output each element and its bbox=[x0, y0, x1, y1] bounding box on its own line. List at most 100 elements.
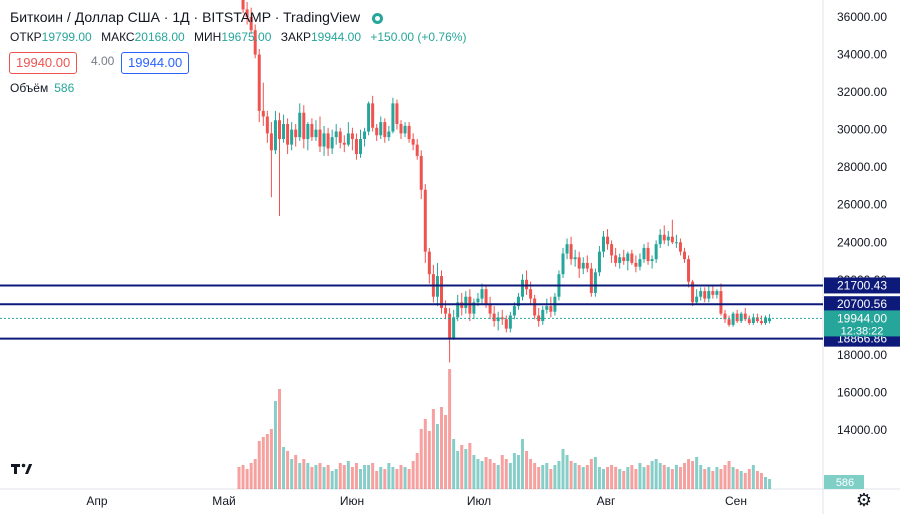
volume-bar bbox=[557, 461, 561, 489]
volume-bar bbox=[529, 459, 533, 489]
candle-body bbox=[253, 30, 257, 55]
close-label: ЗАКР bbox=[280, 30, 311, 44]
volume-bar bbox=[707, 467, 711, 489]
volume-bar bbox=[573, 463, 577, 489]
y-tick-label: 28000.00 bbox=[837, 160, 887, 174]
candle-body bbox=[703, 291, 707, 299]
volume-bar bbox=[237, 467, 241, 489]
volume-bar bbox=[602, 469, 605, 489]
interval[interactable]: 1Д bbox=[172, 9, 190, 25]
high-label: МАКС bbox=[101, 30, 135, 44]
volume-label: Объём bbox=[10, 81, 49, 95]
volume-bar bbox=[278, 389, 281, 489]
candle-body bbox=[723, 313, 727, 320]
level-tag bbox=[824, 296, 900, 313]
volume-bar bbox=[476, 459, 480, 489]
volume-bar bbox=[367, 465, 371, 489]
candle-body bbox=[326, 133, 330, 149]
candle-body bbox=[755, 317, 759, 322]
buy-button[interactable]: 19944.00 bbox=[121, 52, 190, 74]
volume-bar bbox=[496, 465, 500, 489]
volume-bar bbox=[735, 469, 739, 489]
volume-bar bbox=[634, 469, 638, 489]
volume-bar bbox=[569, 461, 573, 489]
symbol-header[interactable]: Биткоин / Доллар США · 1Д · BITSTAMP · T… bbox=[10, 9, 383, 25]
volume-bar bbox=[334, 469, 338, 489]
settings-gear-icon[interactable]: ⚙ bbox=[855, 490, 873, 510]
volume-bar bbox=[755, 471, 759, 489]
candle-body bbox=[342, 142, 346, 145]
volume-bar bbox=[561, 449, 565, 489]
candle-body bbox=[375, 127, 379, 136]
y-tick-label: 14000.00 bbox=[837, 423, 887, 437]
candle-body bbox=[529, 289, 533, 299]
volume-bar bbox=[468, 443, 472, 489]
volume-bar bbox=[516, 455, 520, 489]
candle-body bbox=[330, 137, 334, 149]
volume-bar bbox=[545, 463, 549, 489]
candle-body bbox=[614, 255, 618, 263]
volume-bar bbox=[674, 465, 678, 489]
time-axis[interactable]: Апр Май Июн Июл Авг Сен bbox=[0, 488, 900, 508]
candle-body bbox=[265, 116, 269, 134]
volume-bar bbox=[346, 461, 350, 489]
candle-body bbox=[294, 129, 298, 138]
candle-body bbox=[650, 259, 654, 262]
volume-bar bbox=[504, 459, 508, 489]
volume-bar bbox=[727, 461, 731, 489]
volume-tag-label: 586 bbox=[836, 477, 854, 489]
volume-bar bbox=[265, 434, 269, 489]
volume-bar bbox=[460, 445, 464, 489]
volume-bar bbox=[565, 455, 569, 489]
candle-body bbox=[545, 306, 549, 310]
candle-body bbox=[719, 291, 723, 314]
sell-button[interactable]: 19940.00 bbox=[9, 52, 78, 74]
volume-bar bbox=[508, 463, 512, 489]
volume-bar bbox=[302, 459, 306, 489]
volume-bar bbox=[691, 461, 695, 489]
volume-bar bbox=[480, 461, 484, 489]
candle-body bbox=[759, 321, 763, 323]
volume-bar bbox=[431, 409, 435, 489]
candle-body bbox=[504, 319, 508, 329]
market-status-icon[interactable] bbox=[371, 12, 383, 24]
candle-body bbox=[699, 291, 703, 297]
candle-body bbox=[448, 313, 452, 339]
candle-body bbox=[654, 244, 658, 260]
spread-value: 4.00 bbox=[91, 54, 115, 68]
volume-bar bbox=[533, 463, 537, 489]
volume-bar bbox=[261, 437, 265, 489]
volume-bar bbox=[589, 459, 593, 489]
volume-bar bbox=[537, 467, 541, 489]
volume-bar bbox=[444, 415, 448, 489]
price-axis[interactable]: 36000.00 34000.00 32000.00 30000.00 28000.00… bbox=[822, 0, 887, 514]
volume-bar bbox=[379, 467, 383, 489]
volume-bar bbox=[683, 463, 686, 489]
x-tick-label: Июл bbox=[467, 494, 491, 508]
candle-body bbox=[512, 306, 516, 316]
candle-body bbox=[751, 317, 755, 323]
candle-body bbox=[581, 262, 585, 269]
candle-body bbox=[565, 244, 569, 254]
volume-bar bbox=[719, 469, 723, 489]
candle-body bbox=[440, 276, 443, 308]
volume-bars bbox=[237, 369, 772, 489]
volume-bar bbox=[411, 461, 415, 489]
volume-bar bbox=[622, 471, 626, 489]
tradingview-logo-icon[interactable] bbox=[6, 455, 38, 481]
candle-body bbox=[399, 124, 403, 134]
volume-legend[interactable]: Объём 586 bbox=[10, 81, 74, 95]
candle-body bbox=[488, 304, 492, 314]
volume-bar bbox=[403, 467, 407, 489]
candle-body bbox=[379, 122, 383, 136]
candle-body bbox=[359, 139, 362, 155]
volume-bar bbox=[678, 467, 682, 489]
y-tick-label: 34000.00 bbox=[837, 48, 887, 62]
symbol-name[interactable]: Биткоин / Доллар США bbox=[10, 9, 160, 25]
volume-bar bbox=[241, 465, 245, 489]
volume-bar bbox=[731, 467, 735, 489]
volume-bar bbox=[253, 459, 257, 489]
volume-bar bbox=[650, 461, 654, 489]
candle-body bbox=[472, 302, 476, 314]
